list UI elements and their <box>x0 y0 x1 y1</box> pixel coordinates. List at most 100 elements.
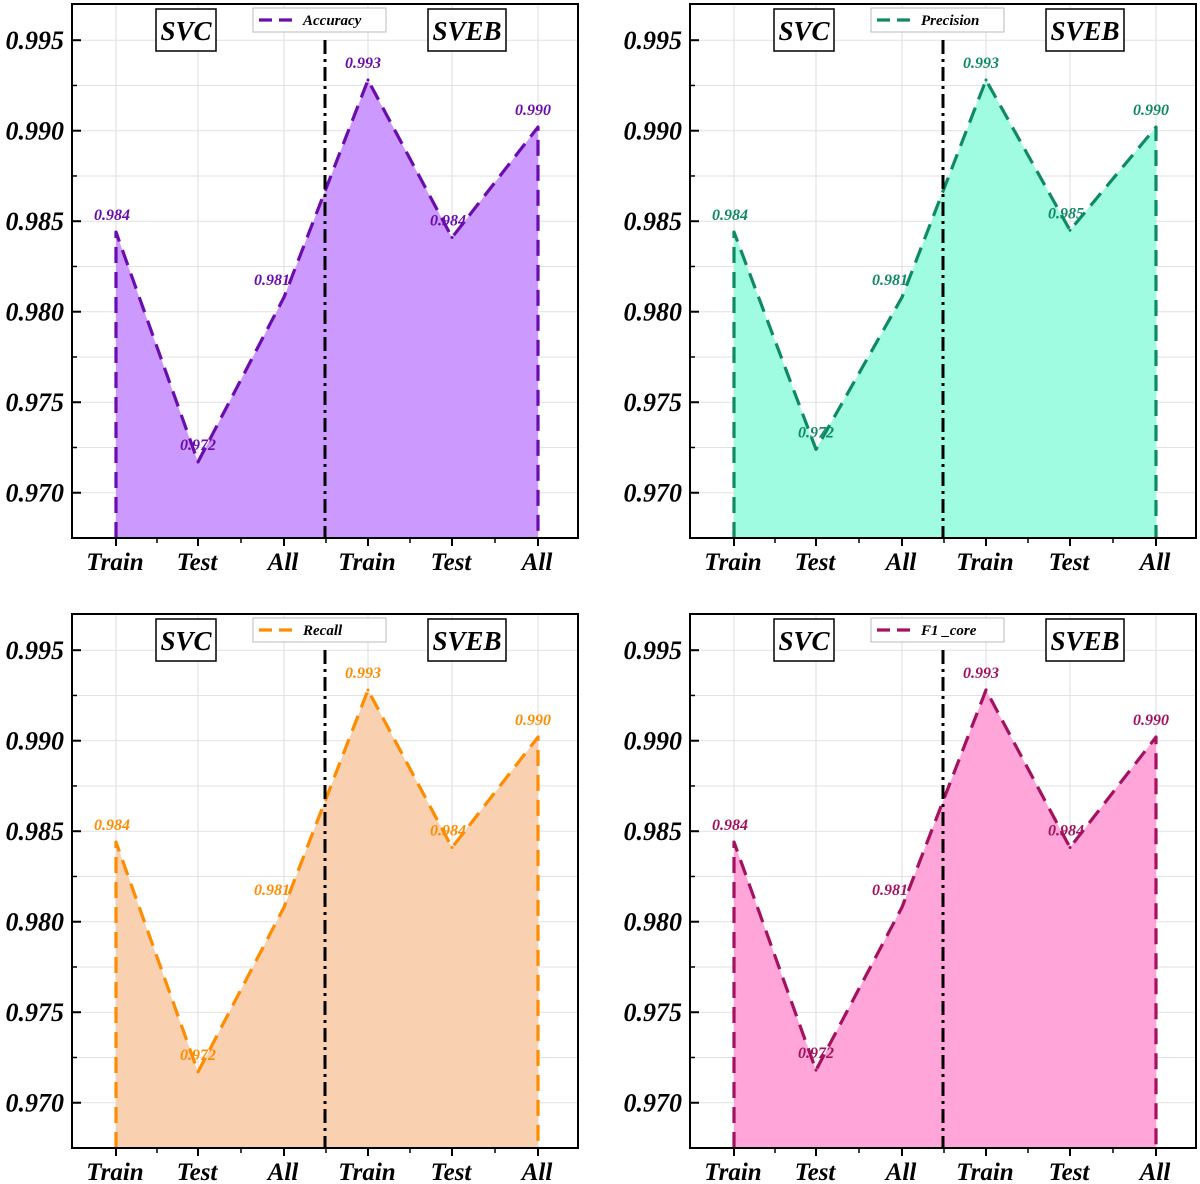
data-point <box>1068 846 1072 850</box>
x-tick-label: Train <box>704 549 761 576</box>
y-tick-label: 0.970 <box>624 479 683 508</box>
y-tick-label: 0.980 <box>624 908 683 937</box>
x-tick-label: Test <box>431 1159 473 1184</box>
y-tick-label: 0.995 <box>6 26 65 55</box>
x-tick-label: Train <box>956 1159 1013 1184</box>
group-label-box <box>427 8 507 52</box>
group-label-box <box>155 8 217 52</box>
x-tick-label: All <box>884 549 917 576</box>
x-tick-label: Train <box>86 1159 143 1184</box>
legend-box <box>252 617 387 643</box>
group-label: SVEB <box>1050 16 1119 46</box>
group-label-box <box>773 618 835 662</box>
area-fill <box>116 690 538 1148</box>
y-tick-label: 0.980 <box>624 298 683 327</box>
y-tick-label: 0.970 <box>6 479 65 508</box>
group-label: SVEB <box>1050 626 1119 656</box>
data-label: 0.993 <box>963 665 999 682</box>
chart-panel: 0.984 0.972 0.981 0.993 0.985 0.990 0.970 0.975… <box>624 3 1197 576</box>
group-label: SVEB <box>432 626 501 656</box>
data-label: 0.990 <box>515 712 551 729</box>
data-point <box>366 688 370 692</box>
data-label: 0.981 <box>872 272 908 289</box>
area-fill <box>116 80 538 539</box>
data-point <box>196 1070 200 1074</box>
data-label: 0.981 <box>872 882 908 899</box>
data-label: 0.993 <box>345 665 381 682</box>
data-label: 0.985 <box>1048 205 1084 222</box>
x-tick-label: All <box>1138 549 1171 576</box>
x-tick-label: All <box>520 1159 553 1184</box>
legend-label: Recall <box>302 623 343 639</box>
group-label: SVC <box>160 626 212 656</box>
y-tick-label: 0.990 <box>624 117 683 146</box>
data-point <box>984 78 988 82</box>
data-point <box>536 735 540 739</box>
data-point <box>1154 125 1158 129</box>
data-point <box>114 840 118 844</box>
legend-label: Precision <box>921 13 979 29</box>
data-point <box>1154 735 1158 739</box>
plot-frame <box>71 3 579 539</box>
data-point <box>450 846 454 850</box>
y-tick-label: 0.985 <box>624 207 683 236</box>
x-tick-label: All <box>884 1159 917 1184</box>
y-tick-label: 0.975 <box>6 998 65 1027</box>
data-point <box>366 78 370 82</box>
data-point <box>732 230 736 234</box>
y-tick-label: 0.980 <box>6 298 65 327</box>
x-tick-label: Train <box>338 1159 395 1184</box>
data-point <box>814 1068 818 1072</box>
data-label: 0.984 <box>94 207 130 224</box>
group-label-box <box>1045 618 1125 662</box>
group-label-box <box>427 618 507 662</box>
y-tick-label: 0.990 <box>624 727 683 756</box>
legend-box <box>252 7 387 33</box>
x-tick-label: Test <box>177 1159 219 1184</box>
data-point <box>814 447 818 451</box>
data-label: 0.984 <box>712 817 748 834</box>
chart-panel: 0.984 0.972 0.981 0.993 0.984 0.990 0.970 0.975… <box>6 3 579 576</box>
data-label: 0.984 <box>430 823 466 840</box>
y-tick-label: 0.980 <box>6 908 65 937</box>
x-tick-label: Train <box>86 549 143 576</box>
x-tick-label: All <box>266 1159 299 1184</box>
chart-panel: 0.984 0.972 0.981 0.993 0.984 0.990 0.970 0.975… <box>624 613 1197 1184</box>
data-label: 0.984 <box>1048 823 1084 840</box>
y-tick-label: 0.995 <box>6 636 65 665</box>
data-label: 0.984 <box>430 213 466 230</box>
plot-frame <box>71 613 579 1149</box>
data-point <box>984 688 988 692</box>
chart-panel: 0.984 0.972 0.981 0.993 0.984 0.990 0.970 0.975… <box>6 613 579 1184</box>
data-label: 0.993 <box>963 55 999 72</box>
x-tick-label: Test <box>1049 549 1091 576</box>
group-label: SVC <box>160 16 212 46</box>
y-tick-label: 0.985 <box>6 817 65 846</box>
plot-frame <box>689 3 1197 539</box>
y-tick-label: 0.985 <box>624 817 683 846</box>
legend-box <box>870 617 1005 643</box>
data-label: 0.972 <box>180 437 216 454</box>
area-fill <box>734 80 1156 539</box>
y-tick-label: 0.995 <box>624 26 683 55</box>
x-tick-label: Test <box>795 1159 837 1184</box>
y-tick-label: 0.985 <box>6 207 65 236</box>
data-point <box>900 295 904 299</box>
data-label: 0.990 <box>1133 102 1169 119</box>
group-label: SVEB <box>432 16 501 46</box>
data-label: 0.972 <box>798 1045 834 1062</box>
x-tick-label: Test <box>177 549 219 576</box>
legend-label: Accuracy <box>302 13 362 29</box>
x-tick-label: All <box>520 549 553 576</box>
data-label: 0.981 <box>254 272 290 289</box>
x-tick-label: Train <box>704 1159 761 1184</box>
y-tick-label: 0.970 <box>624 1089 683 1118</box>
data-point <box>732 840 736 844</box>
data-point <box>1068 228 1072 232</box>
series-line <box>732 688 1158 1148</box>
y-tick-label: 0.975 <box>6 388 65 417</box>
group-label-box <box>1045 8 1125 52</box>
y-tick-label: 0.970 <box>6 1089 65 1118</box>
data-label: 0.972 <box>798 424 834 441</box>
